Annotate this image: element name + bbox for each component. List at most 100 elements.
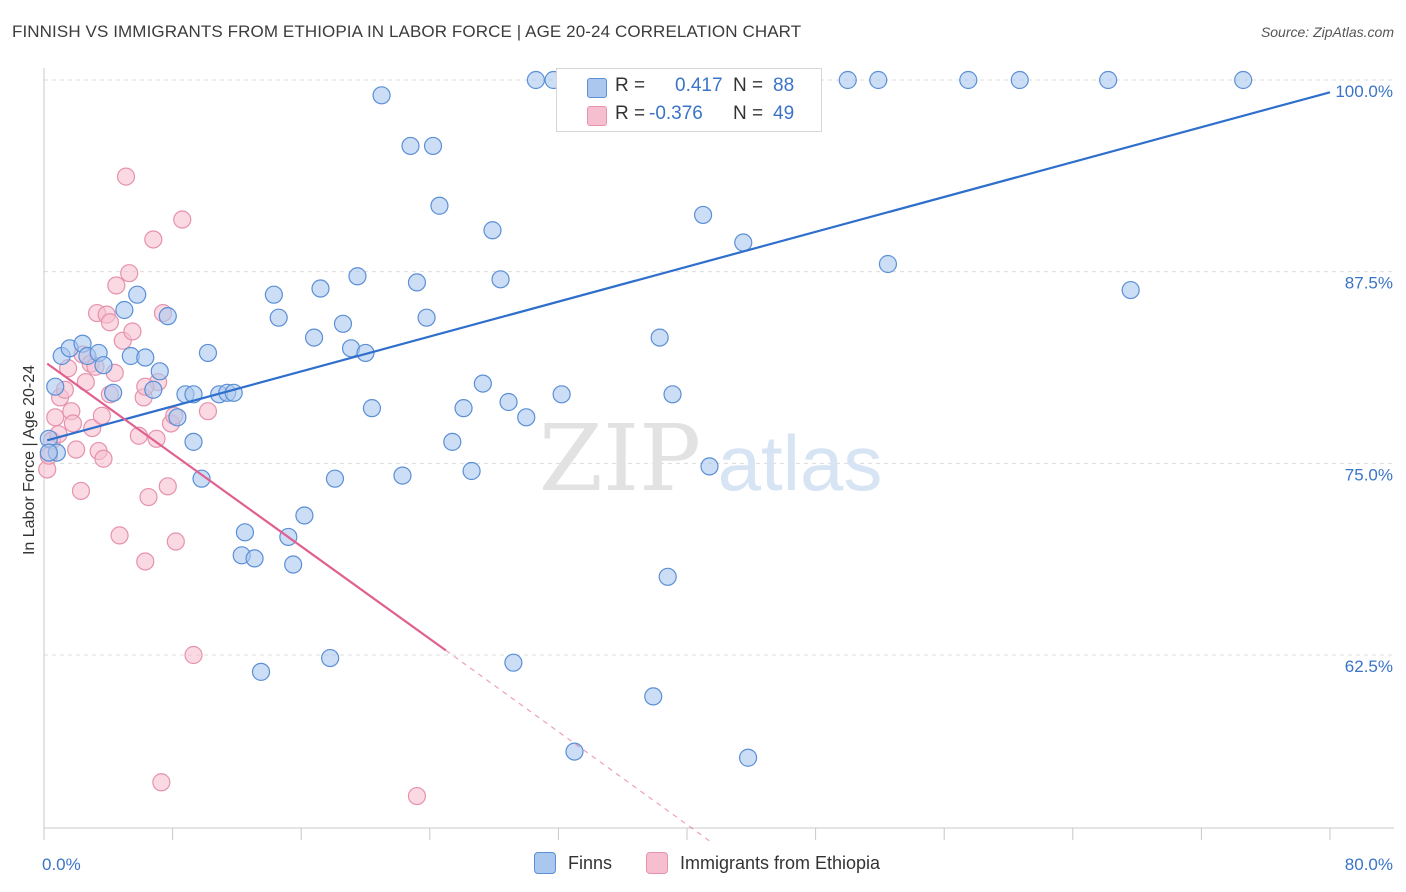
legend-n-label: N = — [733, 75, 764, 96]
finns-point — [526, 70, 545, 90]
legend-swatch-eth — [587, 106, 607, 126]
eth-point — [144, 230, 163, 249]
watermark-atlas: atlas — [718, 419, 883, 507]
eth-trend-line-extension — [445, 649, 712, 843]
legend-r-value: -0.376 — [649, 103, 703, 124]
eth-point — [166, 532, 185, 551]
finns-point — [235, 523, 255, 542]
legend-label-eth: Immigrants from Ethiopia — [680, 852, 881, 873]
eth-point — [184, 645, 203, 665]
legend-r-value: 0.417 — [675, 75, 723, 96]
finns-points — [39, 70, 1253, 767]
finns-point — [838, 70, 857, 90]
finns-point — [658, 567, 677, 586]
eth-point — [198, 402, 218, 421]
finns-point — [878, 254, 898, 274]
finns-point — [959, 70, 978, 90]
y-tick-label: 75.0% — [1345, 465, 1393, 484]
watermark-zip: ZIP — [539, 405, 701, 512]
finns-point — [738, 748, 758, 767]
legend-swatch-eth — [646, 852, 668, 874]
finns-point — [700, 457, 719, 476]
finns-point — [504, 653, 523, 672]
finns-point — [128, 285, 147, 304]
finns-point — [198, 343, 218, 363]
finns-point — [192, 469, 211, 488]
legend-item-finns: Finns — [534, 852, 612, 874]
legend-row-eth: R = -0.376 N = 49 — [583, 103, 823, 127]
finns-point — [454, 399, 473, 418]
finns-point — [372, 86, 391, 105]
finns-point — [869, 70, 888, 90]
finns-point — [362, 399, 382, 418]
finns-point — [168, 408, 187, 427]
finns-point — [650, 328, 669, 347]
eth-point — [136, 552, 155, 571]
legend-n-value: 49 — [773, 103, 795, 124]
finns-point — [46, 377, 65, 396]
finns-point — [407, 273, 427, 292]
finns-point — [321, 648, 340, 668]
eth-point — [94, 449, 113, 468]
eth-trend-line — [46, 362, 447, 652]
y-tick-label: 62.5% — [1345, 657, 1393, 676]
finns-point — [264, 285, 283, 304]
finns-point — [144, 380, 163, 399]
finns-point — [295, 506, 314, 525]
x-tick-label: 80.0% — [1345, 855, 1393, 874]
finns-point — [693, 205, 713, 225]
eth-point — [107, 276, 126, 295]
eth-point — [71, 481, 91, 501]
eth-point — [120, 264, 139, 283]
finns-point — [1121, 280, 1140, 300]
finns-point — [115, 300, 134, 320]
finns-point — [423, 136, 443, 156]
chart-source: Source: ZipAtlas.com — [1260, 24, 1394, 40]
y-axis-label: In Labor Force | Age 20-24 — [21, 364, 38, 556]
finns-point — [1010, 70, 1029, 90]
finns-point — [1234, 70, 1253, 90]
legend-row-finns: R = 0.417 N = 88 — [583, 75, 823, 99]
finns-point — [663, 385, 682, 404]
finns-point — [104, 383, 123, 402]
correlation-legend: R = 0.417 N = 88 R = -0.376 N = 49 — [556, 68, 822, 132]
finns-point — [158, 307, 177, 326]
finns-point — [348, 267, 367, 286]
eth-point — [67, 440, 86, 459]
finns-point — [401, 136, 420, 156]
legend-label-finns: Finns — [568, 852, 613, 873]
finns-point — [417, 308, 436, 327]
eth-points — [38, 167, 427, 806]
chart-title: FINNISH VS IMMIGRANTS FROM ETHIOPIA IN L… — [12, 22, 802, 41]
eth-point — [116, 167, 136, 186]
finns-point — [333, 314, 353, 333]
trend-lines — [46, 91, 1331, 843]
finns-point — [430, 196, 449, 215]
legend-swatch-finns — [534, 852, 556, 874]
eth-point — [152, 773, 171, 792]
y-tick-label: 100.0% — [1335, 82, 1393, 101]
finns-point — [325, 469, 345, 488]
gridlines — [44, 79, 1394, 656]
finns-point — [284, 555, 303, 574]
finns-point — [565, 742, 584, 761]
finns-point — [552, 385, 571, 404]
y-tick-label: 87.5% — [1345, 274, 1393, 293]
finns-point — [136, 348, 155, 367]
eth-point — [100, 313, 120, 332]
finns-point — [517, 408, 536, 427]
series-legend: Finns Immigrants from Ethiopia — [0, 852, 1406, 878]
finns-point — [499, 392, 518, 412]
eth-point — [139, 487, 158, 507]
eth-point — [63, 414, 83, 433]
finns-point — [644, 687, 663, 706]
finns-point — [473, 374, 492, 393]
finns-point — [150, 362, 169, 381]
finns-point — [491, 270, 510, 289]
finns-point — [393, 466, 412, 485]
eth-point — [158, 477, 177, 496]
x-tick-label: 0.0% — [42, 855, 81, 874]
finns-point — [224, 383, 243, 402]
finns-point — [734, 233, 753, 252]
